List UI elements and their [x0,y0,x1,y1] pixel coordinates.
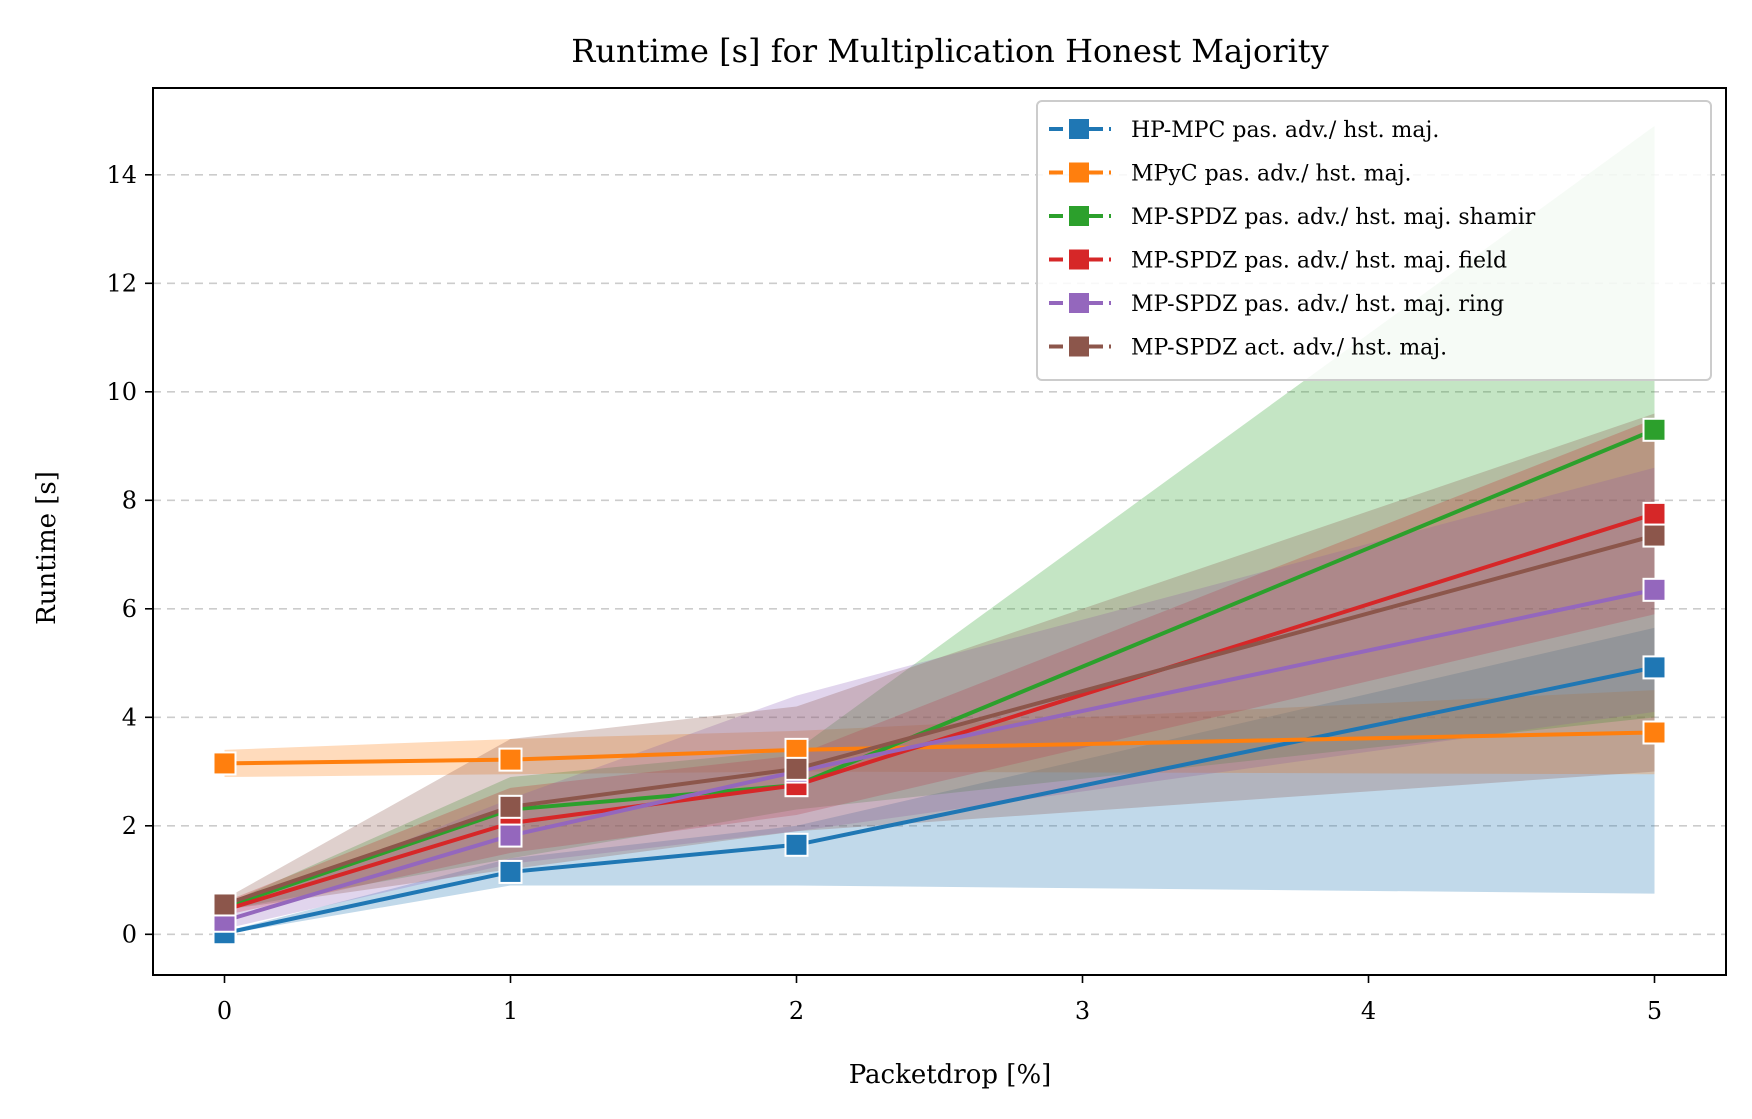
line-mp-spdz-pas-adv-hst-maj-shamir [223,427,1656,910]
line-mp-spdz-act-adv-hst-maj [223,533,1656,907]
x-tick-label-3: 3 [1075,997,1090,1025]
y-axis-label: Runtime [s] [32,471,62,625]
marker-mp-spdz-act-adv-hst-maj-1 [498,794,523,819]
legend-label-mp-spdz-pas-adv-hst-maj-shamir: MP-SPDZ pas. adv./ hst. maj. shamir [1131,205,1536,230]
chart-title: Runtime [s] for Multiplication Honest Ma… [571,32,1328,70]
series-lines [223,427,1656,936]
x-tick-label-0: 0 [217,997,232,1025]
y-tick-label-4: 4 [122,703,137,731]
legend: HP-MPC pas. adv./ hst. maj. MPyC pas. adv… [1036,100,1712,381]
marker-mpyc-pas-adv-hst-maj-0 [212,751,237,776]
x-tick-label-5: 5 [1647,997,1662,1025]
legend-marker-mp-spdz-act-adv-hst-maj [1069,336,1089,357]
legend-label-hp-mpc-pas-adv-hst-maj: HP-MPC pas. adv./ hst. maj. [1131,118,1439,143]
y-tick-label-14: 14 [106,161,137,189]
x-tick-label-1: 1 [503,997,518,1025]
marker-mp-spdz-pas-adv-hst-maj-field-5 [1642,501,1667,526]
x-tick-label-4: 4 [1361,997,1376,1025]
y-tick-label-10: 10 [106,378,137,406]
line-mp-spdz-pas-adv-hst-maj-ring [223,587,1655,923]
x-axis-ticks: 0 1 2 3 4 5 [217,975,1662,1025]
line-hp-mpc-pas-adv-hst-maj [224,665,1655,936]
marker-mp-spdz-pas-adv-hst-maj-ring-1 [498,823,523,848]
legend-label-mp-spdz-pas-adv-hst-maj-field: MP-SPDZ pas. adv./ hst. maj. field [1131,249,1507,274]
band-mp-spdz-act-adv-hst-maj [224,413,1655,910]
legend-marker-mp-spdz-pas-adv-hst-maj-shamir [1069,206,1089,226]
series-markers [212,417,1667,946]
band-mp-spdz-pas-adv-hst-maj-shamir [224,125,1655,910]
x-axis-label: Packetdrop [%] [849,1060,1052,1090]
legend-marker-mp-spdz-pas-adv-hst-maj-ring [1069,293,1089,313]
y-axis-ticks: 0 2 4 6 8 10 12 14 [106,161,153,948]
y-tick-label-8: 8 [122,486,137,514]
marker-mpyc-pas-adv-hst-maj-1 [498,747,523,772]
legend-marker-hp-mpc-pas-adv-hst-maj [1069,119,1089,139]
y-tick-label-6: 6 [122,595,137,623]
legend-label-mp-spdz-pas-adv-hst-maj-ring: MP-SPDZ pas. adv./ hst. maj. ring [1131,292,1504,317]
band-hp-mpc-pas-adv-hst-maj [224,627,1655,935]
grid-lines [153,174,1726,936]
plot-frame [152,87,1727,976]
marker-mp-spdz-pas-adv-hst-maj-ring-5 [1642,577,1667,602]
line-mpyc-pas-adv-hst-maj [224,730,1655,766]
marker-hp-mpc-pas-adv-hst-maj-5 [1642,655,1667,680]
marker-mpyc-pas-adv-hst-maj-5 [1642,720,1667,745]
y-tick-label-2: 2 [122,812,137,840]
marker-mp-spdz-act-adv-hst-maj-0 [212,892,237,917]
legend-label-mp-spdz-act-adv-hst-maj: MP-SPDZ act. adv./ hst. maj. [1131,336,1447,361]
legend-marker-mp-spdz-pas-adv-hst-maj-field [1069,249,1089,270]
y-tick-label-12: 12 [106,269,137,297]
legend-marker-mpyc-pas-adv-hst-maj [1069,162,1089,183]
marker-hp-mpc-pas-adv-hst-maj-2 [784,832,809,857]
x-tick-label-2: 2 [789,997,804,1025]
marker-mp-spdz-act-adv-hst-maj-2 [784,756,809,781]
marker-mp-spdz-act-adv-hst-maj-5 [1642,523,1667,548]
legend-box [1036,100,1712,381]
y-tick-label-0: 0 [122,920,137,948]
band-mp-spdz-pas-adv-hst-maj-field [224,418,1655,916]
marker-mp-spdz-pas-adv-hst-maj-shamir-5 [1642,417,1667,442]
legend-label-mpyc-pas-adv-hst-maj: MPyC pas. adv./ hst. maj. [1131,162,1412,187]
marker-hp-mpc-pas-adv-hst-maj-1 [498,859,523,884]
